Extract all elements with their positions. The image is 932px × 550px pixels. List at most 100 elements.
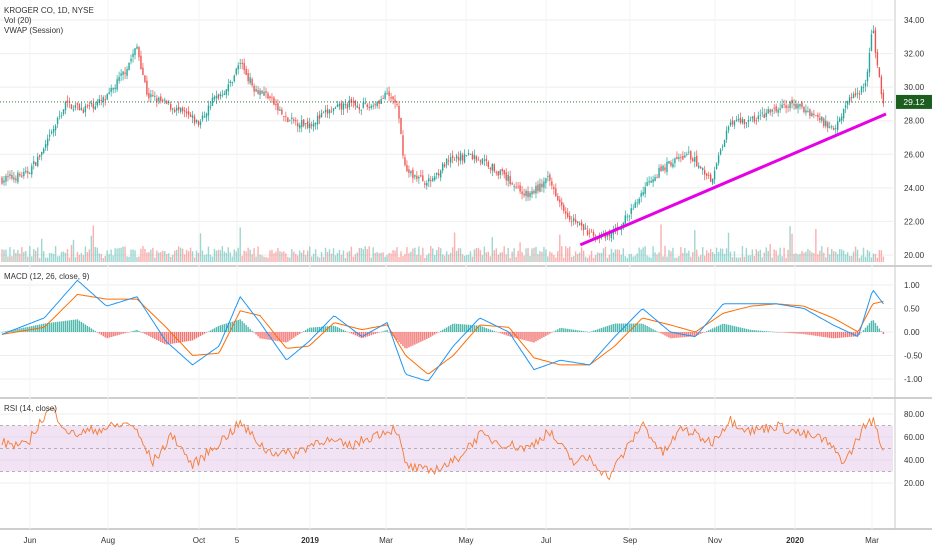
- macd-histogram-bar: [477, 325, 480, 332]
- vwap-study-label[interactable]: VWAP (Session): [4, 26, 64, 35]
- volume-bar: [765, 247, 767, 262]
- volume-bar: [114, 248, 116, 262]
- volume-bar: [235, 251, 237, 262]
- volume-bar: [757, 251, 759, 262]
- rsi-line: [1, 407, 884, 481]
- macd-histogram-bar: [773, 331, 775, 333]
- volume-bar: [172, 254, 174, 262]
- candle-body: [293, 119, 295, 121]
- candle-body: [193, 116, 196, 124]
- macd-histogram-bar: [723, 323, 726, 332]
- macd-histogram-bar: [668, 332, 670, 338]
- candle-body: [483, 159, 486, 161]
- last-price-tag-label: 29.12: [903, 97, 925, 107]
- candle-body: [384, 92, 386, 99]
- macd-signal-line: [1, 293, 884, 375]
- candle-body: [386, 93, 388, 95]
- candle-body: [723, 140, 726, 147]
- price-tick-label: 24.00: [904, 184, 925, 193]
- macd-histogram-bar: [503, 332, 505, 335]
- volume-bar: [471, 256, 474, 262]
- volume-bar: [821, 246, 823, 262]
- candle-body: [19, 174, 21, 176]
- volume-bar: [668, 249, 670, 262]
- candle-body: [789, 101, 791, 109]
- macd-histogram-bar: [291, 332, 293, 340]
- volume-bar: [864, 256, 867, 262]
- candle-body: [588, 232, 591, 234]
- macd-histogram-bar: [578, 330, 581, 332]
- candle-body: [725, 130, 728, 140]
- volume-bar: [285, 253, 287, 262]
- volume-bar: [749, 255, 752, 262]
- macd-histogram-bar: [46, 323, 49, 332]
- volume-bar: [424, 257, 426, 262]
- volume-bar: [755, 249, 758, 262]
- volume-bar: [751, 249, 754, 262]
- macd-histogram-bar: [118, 332, 120, 335]
- price-candles: [1, 25, 885, 244]
- macd-histogram-bar: [259, 332, 261, 339]
- candle-body: [249, 77, 251, 84]
- volume-bar: [251, 254, 253, 262]
- volume-bar: [130, 249, 132, 262]
- candle-body: [306, 121, 309, 128]
- macd-histogram-bar: [64, 320, 67, 332]
- support-trendline: [579, 112, 887, 247]
- candle-body: [497, 171, 499, 176]
- macd-histogram-bar: [88, 327, 91, 332]
- volume-bar: [848, 255, 851, 262]
- macd-histogram-bar: [707, 330, 710, 332]
- volume-bar: [644, 246, 646, 262]
- volume-bar: [17, 250, 19, 262]
- candle-body: [291, 117, 293, 119]
- volume-bar: [354, 254, 357, 262]
- macd-histogram-bar: [273, 332, 275, 341]
- candle-body: [154, 96, 156, 97]
- candle-body: [346, 104, 349, 109]
- candle-body: [501, 169, 503, 172]
- macd-histogram-bar: [263, 332, 265, 339]
- volume-bar: [237, 247, 239, 262]
- volume-study-label[interactable]: Vol (20): [4, 16, 32, 25]
- volume-bar: [259, 254, 261, 262]
- macd-histogram-bar: [465, 324, 468, 332]
- volume-bar: [350, 246, 353, 262]
- rsi-study-label[interactable]: RSI (14, close): [4, 404, 57, 413]
- volume-bar: [775, 250, 777, 262]
- volume-bar: [340, 254, 343, 262]
- macd-histogram-bar: [110, 332, 112, 338]
- macd-histogram-bar: [172, 332, 174, 344]
- candle-body: [815, 115, 817, 117]
- macd-histogram-bar: [521, 332, 523, 340]
- volume-bar: [11, 256, 13, 262]
- candle-body: [749, 119, 752, 121]
- volume-bar: [567, 248, 569, 262]
- macd-histogram-bar: [471, 325, 474, 332]
- volume-bar: [209, 254, 212, 262]
- macd-histogram-bar: [638, 323, 640, 332]
- candle-body: [584, 228, 587, 230]
- volume-bar: [702, 247, 704, 262]
- candle-body: [263, 91, 265, 96]
- volume-bar: [108, 254, 110, 262]
- volume-bar: [197, 252, 200, 262]
- candle-body: [187, 111, 190, 115]
- volume-bar: [543, 247, 545, 262]
- volume-bar: [316, 256, 319, 262]
- macd-histogram-bar: [306, 328, 309, 332]
- macd-histogram-bar: [424, 332, 426, 340]
- symbol-title[interactable]: KROGER CO, 1D, NYSE: [4, 6, 94, 15]
- macd-histogram-bar: [350, 332, 353, 334]
- volume-bar: [854, 246, 857, 262]
- volume-bar: [257, 246, 259, 262]
- macd-line: [1, 279, 884, 382]
- macd-histogram-bar: [497, 332, 499, 333]
- volume-bar: [368, 246, 370, 262]
- macd-histogram-bar: [60, 321, 63, 332]
- candle-body: [636, 202, 638, 204]
- volume-bar: [42, 251, 45, 262]
- macd-study-label[interactable]: MACD (12, 26, close, 9): [4, 272, 90, 281]
- candle-body: [160, 96, 162, 102]
